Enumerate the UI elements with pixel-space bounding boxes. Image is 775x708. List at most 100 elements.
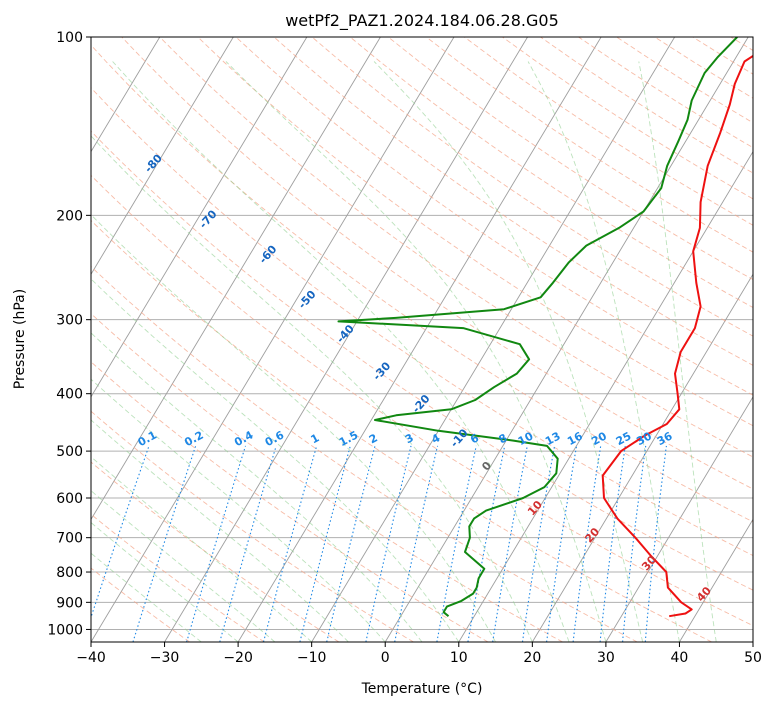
mixing-ratio-label: 36 [655,429,675,448]
mixing-ratio-label: 1.5 [337,429,360,450]
isotherm-line [91,37,308,398]
x-axis: −40 −30 −20 −10 0 10 20 30 40 50 [76,642,762,666]
isopleth-label: 40 [694,584,714,604]
x-tick-label: −40 [76,650,106,666]
mixing-ratio-label: 3 [403,431,416,446]
moist-adiabat-line [91,214,496,642]
y-tick-label: 600 [56,491,83,507]
dry-adiabat-line [464,37,753,226]
moist-adiabat-line [373,61,644,642]
isopleth-label: 0 [479,459,494,474]
dry-adiabat-line [235,37,753,396]
moist-adiabat-line [112,61,570,642]
moist-adiabat-line [91,332,423,642]
isopleth-label: -50 [296,288,319,312]
y-tick-label: 900 [56,595,83,611]
x-axis-title: Temperature (°C) [361,681,483,697]
dry-adiabat-line [91,174,753,627]
chart-title: wetPf2_PAZ1.2024.184.06.28.G05 [285,11,559,31]
mixing-ratio-label: 6 [468,431,481,446]
isotherm-layer [0,37,753,642]
isotherm-line [531,273,753,642]
moist-adiabat-line [91,552,202,642]
mixing-ratio-line [219,445,277,642]
dry-adiabat-line [91,361,489,642]
x-tick-label: 30 [597,650,615,666]
dry-adiabat-line [91,87,753,557]
isotherm-line [164,37,528,642]
moist-adiabat-line [225,61,607,642]
mixing-ratio-label: 16 [565,429,585,448]
mixing-ratio-line [365,445,412,642]
dry-adiabat-line [91,461,340,642]
mixing-ratio-label: 0.6 [263,428,287,449]
dry-adiabat-line [654,37,753,99]
mixing-ratio-label: 13 [543,430,563,449]
y-tick-label: 300 [56,313,83,329]
isotherm-line [0,37,13,642]
isopleth-label: -40 [334,322,357,346]
isotherm-line [91,37,234,276]
moist-adiabat-layer [91,61,717,642]
isopleth-label: -60 [257,242,280,266]
mixing-ratio-label: 1 [309,431,322,446]
moist-adiabat-line [91,521,239,642]
temperature-profile-line [601,54,753,618]
mixing-ratio-line [91,445,150,619]
x-tick-label: 0 [381,650,390,666]
mixing-ratio-line [467,445,506,642]
dry-adiabat-line [91,513,265,642]
isopleth-label: -70 [197,207,220,231]
dry-adiabat-line [91,265,638,642]
x-tick-label: −20 [223,650,253,666]
y-tick-label: 400 [56,387,83,403]
mixing-ratio-line [394,445,439,642]
mixing-ratio-label: 20 [589,429,609,448]
mixing-ratio-line [521,445,556,642]
dry-adiabat-line [540,37,753,174]
mixing-ratio-layer [91,445,667,642]
plot-frame [90,36,754,643]
mixing-ratio-label: 0.4 [232,428,256,449]
mixing-ratio-line [186,445,247,642]
dewpoint-profile-line [337,37,738,617]
isotherm-line [605,395,753,642]
isopleth-label: -10 [448,426,471,450]
dry-adiabat-line [121,37,753,490]
isopleth-label: 30 [639,553,659,573]
y-tick-label: 1000 [47,622,83,638]
isopleth-label: -90 [68,90,91,114]
dry-adiabat-line [91,219,713,642]
dry-adiabat-line [91,44,753,523]
y-axis-title: Pressure (hPa) [12,289,28,389]
x-tick-label: 20 [523,650,541,666]
y-axis: 100 200 300 400 500 600 700 800 900 1000 [47,30,91,638]
dry-adiabat-line [311,37,753,337]
isopleth-label: -80 [142,151,165,175]
isotherm-line [384,37,749,642]
mixing-ratio-label: 0.2 [182,429,205,450]
mixing-ratio-line [132,445,197,642]
mixing-ratio-line [546,445,578,642]
dry-adiabat-line [91,410,414,642]
dry-adiabat-line [91,312,563,642]
dry-adiabat-line [578,37,753,149]
moist-adiabat-line [91,490,276,642]
moist-adiabat-line [638,61,717,642]
mixing-ratio-line [599,445,626,642]
y-tick-label: 500 [56,444,83,460]
x-tick-label: −10 [297,650,327,666]
isotherm-line [91,37,455,642]
x-tick-label: 40 [671,650,689,666]
x-tick-label: −30 [150,650,180,666]
isotherm-line [458,150,753,642]
mixing-ratio-line [572,445,602,642]
dry-adiabat-line [387,37,753,281]
mixing-ratio-label: 4 [429,431,442,446]
isopleth-label: 20 [582,525,602,545]
dry-adiabat-layer [91,37,753,642]
x-tick-label: 10 [450,650,468,666]
y-tick-label: 700 [56,531,83,547]
isotherm-line [91,37,161,153]
dry-adiabat-line [273,37,753,366]
